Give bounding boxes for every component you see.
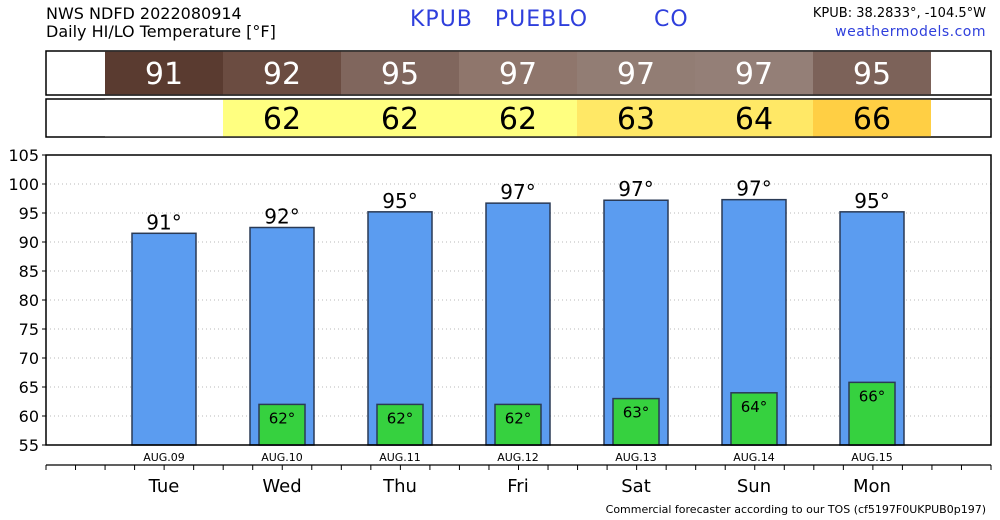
high-temp-bar-label: 97° xyxy=(618,177,653,201)
low-temp-bar-label: 66° xyxy=(859,387,886,405)
high-strip-cell xyxy=(223,51,341,95)
x-date-label: AUG.10 xyxy=(261,451,303,464)
low-temp-bar-label: 64° xyxy=(741,398,768,416)
low-strip-cell xyxy=(813,99,931,137)
y-tick-label: 95 xyxy=(19,204,39,223)
y-tick-label: 60 xyxy=(19,407,39,426)
chart-title-line2: Daily HI/LO Temperature [°F] xyxy=(46,22,276,41)
high-temp-bar-label: 95° xyxy=(382,189,417,213)
high-strip-cell xyxy=(695,51,813,95)
high-strip-cell xyxy=(105,51,223,95)
y-tick-label: 80 xyxy=(19,291,39,310)
low-temp-bar xyxy=(376,403,424,446)
low-strip-value: 62 xyxy=(263,102,301,137)
low-strip-cell xyxy=(577,99,695,137)
low-strip-cell xyxy=(341,99,459,137)
low-strip-value: 66 xyxy=(853,102,891,137)
high-strip-cell xyxy=(459,51,577,95)
x-date-label: AUG.12 xyxy=(497,451,539,464)
x-day-label: Tue xyxy=(148,476,180,497)
high-strip-value: 95 xyxy=(853,57,891,92)
station-name: PUEBLO xyxy=(494,7,589,32)
low-strip-value: 62 xyxy=(499,102,537,137)
high-temp-bar-label: 92° xyxy=(264,205,299,229)
y-tick-label: 90 xyxy=(19,233,39,252)
high-strip-value: 97 xyxy=(617,57,655,92)
station-id: KPUB xyxy=(410,7,473,32)
x-day-label: Wed xyxy=(262,476,301,497)
low-strip-cell xyxy=(223,99,341,137)
x-date-label: AUG.14 xyxy=(733,451,775,464)
high-strip-cell xyxy=(341,51,459,95)
plot-area: 55 60 65 70 75 80 85 90 95 100 105 91° 92° 62° 95° 62° 9… xyxy=(8,146,992,455)
low-strip-cell xyxy=(105,99,223,137)
high-strip-value: 97 xyxy=(735,57,773,92)
high-strip-value: 92 xyxy=(263,57,301,92)
y-tick-label: 85 xyxy=(19,262,39,281)
low-temp-bar-label: 62° xyxy=(269,409,296,427)
low-temp-bar-label: 62° xyxy=(387,409,414,427)
low-temp-bar xyxy=(494,403,542,446)
y-tick-label: 65 xyxy=(19,378,39,397)
y-tick-label: 70 xyxy=(19,349,39,368)
y-tick-label: 75 xyxy=(19,320,39,339)
x-day-label: Thu xyxy=(382,476,417,497)
low-temp-bar-label: 63° xyxy=(623,404,650,422)
x-day-label: Fri xyxy=(507,476,528,497)
low-strip-value: 62 xyxy=(381,102,419,137)
chart-title-line1: NWS NDFD 2022080914 xyxy=(46,4,242,23)
high-temp-bar-label: 95° xyxy=(854,189,889,213)
x-axis: AUG.09 Tue AUG.10 Wed AUG.11 Thu AUG.12 Fri AUG.… xyxy=(45,451,992,497)
low-strip-value: 63 xyxy=(617,102,655,137)
low-temp-bar-label: 62° xyxy=(505,409,532,427)
x-day-label: Sat xyxy=(621,476,651,497)
low-temp-bar xyxy=(730,392,778,446)
x-date-label: AUG.11 xyxy=(379,451,421,464)
y-tick-label: 105 xyxy=(8,146,39,165)
high-strip-cell xyxy=(577,51,695,95)
low-temperature-strip: 62 62 62 63 64 66 xyxy=(45,98,992,138)
low-strip-cell xyxy=(459,99,577,137)
high-temp-bar-label: 91° xyxy=(146,210,181,234)
high-strip-value: 97 xyxy=(499,57,537,92)
high-temp-bar-label: 97° xyxy=(500,180,535,204)
station-state: CO xyxy=(654,7,689,32)
high-temperature-strip: 91 92 95 97 97 97 95 xyxy=(45,50,992,96)
footer-note: Commercial forecaster according to our T… xyxy=(605,503,986,516)
station-header: KPUB PUEBLO CO xyxy=(410,7,689,32)
website-label: weathermodels.com xyxy=(835,24,986,40)
x-day-label: Mon xyxy=(853,476,891,497)
high-strip-value: 95 xyxy=(381,57,419,92)
high-temp-bar-label: 97° xyxy=(736,177,771,201)
low-strip-cell xyxy=(695,99,813,137)
y-tick-label: 55 xyxy=(19,436,39,455)
low-temp-bar xyxy=(612,397,660,446)
x-date-label: AUG.15 xyxy=(851,451,893,464)
station-coordinates: KPUB: 38.2833°, -104.5°W xyxy=(812,6,986,21)
high-strip-value: 91 xyxy=(145,57,183,92)
high-temp-bar xyxy=(131,232,197,446)
low-strip-value: 64 xyxy=(735,102,773,137)
plot-frame xyxy=(45,154,992,446)
x-date-label: AUG.09 xyxy=(143,451,185,464)
x-date-label: AUG.13 xyxy=(615,451,657,464)
x-day-label: Sun xyxy=(737,476,771,497)
y-tick-label: 100 xyxy=(8,175,39,194)
high-strip-cell xyxy=(813,51,931,95)
